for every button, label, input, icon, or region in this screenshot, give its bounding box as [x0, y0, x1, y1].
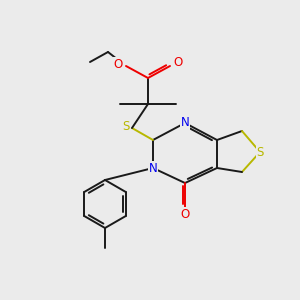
- Text: O: O: [180, 208, 190, 220]
- Text: S: S: [122, 119, 130, 133]
- Text: N: N: [148, 161, 158, 175]
- Text: S: S: [256, 146, 264, 158]
- Text: O: O: [113, 58, 123, 70]
- Text: O: O: [173, 56, 183, 70]
- Text: N: N: [181, 116, 189, 130]
